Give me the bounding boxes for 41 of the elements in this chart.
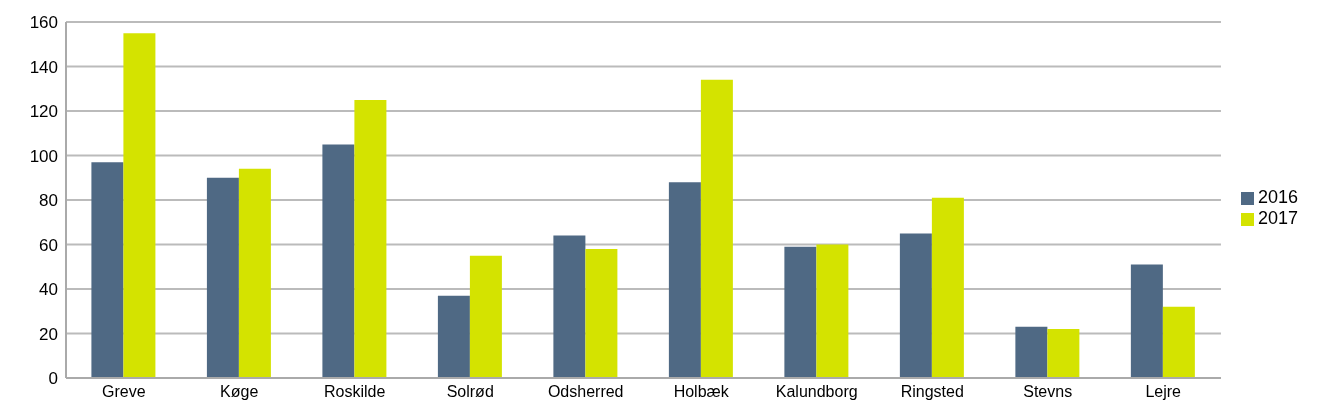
bar xyxy=(784,246,817,378)
bar xyxy=(322,144,355,378)
y-tick-label: 120 xyxy=(29,102,58,122)
legend-label: 2017 xyxy=(1257,208,1298,228)
legend-label: 2016 xyxy=(1257,187,1298,207)
bar xyxy=(1015,326,1048,378)
bar xyxy=(700,79,733,378)
y-tick-label: 100 xyxy=(29,146,58,166)
x-tick-label: Solrød xyxy=(446,383,494,401)
bar xyxy=(931,197,964,378)
bar xyxy=(354,99,387,378)
bar xyxy=(668,182,701,378)
bar xyxy=(91,162,124,378)
bar xyxy=(1130,264,1163,378)
x-tick-label: Holbæk xyxy=(673,383,730,401)
bar xyxy=(899,233,932,378)
bar xyxy=(816,244,849,378)
bar xyxy=(206,177,239,378)
x-tick-label: Stevns xyxy=(1023,383,1073,401)
bar xyxy=(553,235,586,378)
y-tick-label: 20 xyxy=(39,324,58,344)
x-tick-label: Kalundborg xyxy=(775,383,858,401)
y-tick-label: 140 xyxy=(29,57,58,77)
x-tick-label: Ringsted xyxy=(900,383,964,401)
y-tick-label: 80 xyxy=(39,191,58,211)
bar xyxy=(238,168,271,378)
x-tick-label: Greve xyxy=(101,383,146,401)
y-tick-label: 160 xyxy=(29,13,58,33)
x-tick-label: Odsherred xyxy=(547,383,624,401)
y-tick-label: 40 xyxy=(39,280,58,300)
bar xyxy=(1162,306,1195,378)
bar xyxy=(123,33,156,378)
bar xyxy=(437,295,470,378)
y-tick-label: 0 xyxy=(48,369,58,389)
bar xyxy=(1047,329,1080,378)
x-tick-label: Lejre xyxy=(1145,383,1182,401)
x-tick-label: Køge xyxy=(220,383,259,401)
bar xyxy=(469,255,502,378)
bar xyxy=(585,248,618,378)
x-tick-label: Roskilde xyxy=(324,383,386,401)
y-tick-label: 60 xyxy=(39,235,58,255)
